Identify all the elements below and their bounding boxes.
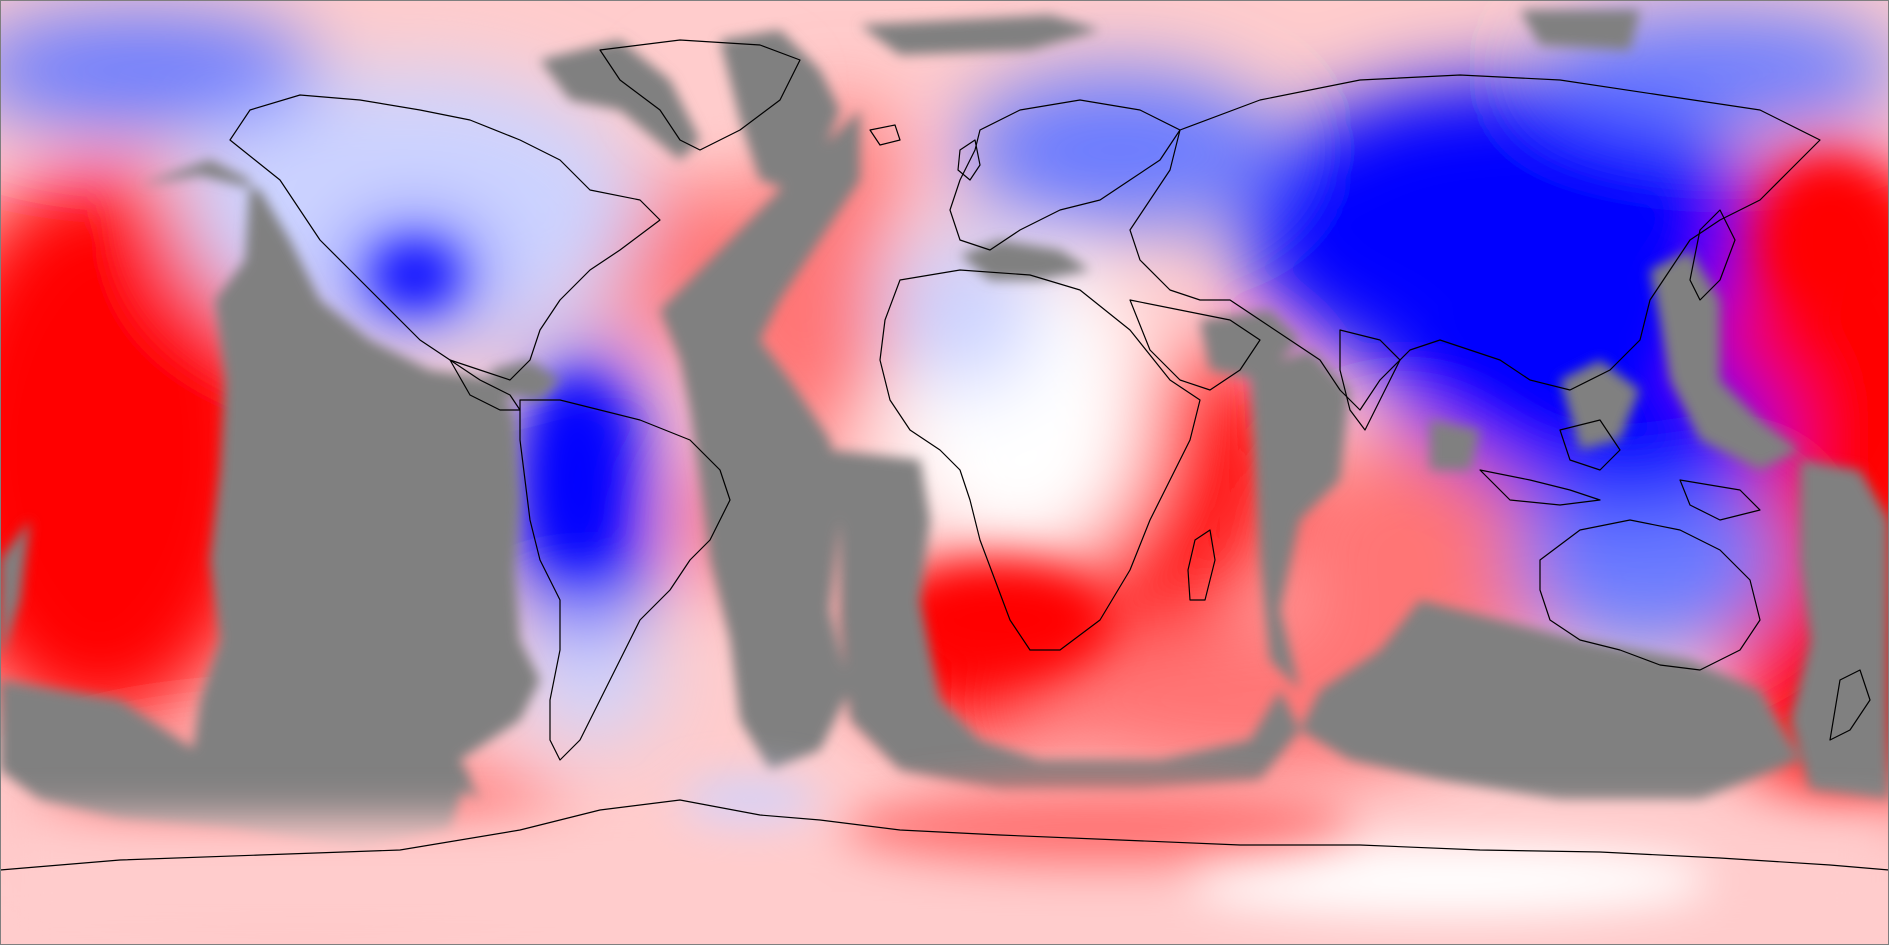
field-mozambique-positive xyxy=(1110,350,1290,590)
nodata-philippine-sea xyxy=(1430,420,1480,470)
coastline-europe xyxy=(949,99,1181,251)
coastline-north-america xyxy=(229,94,661,381)
nodata-baffin xyxy=(540,40,700,160)
nodata-west-pacific xyxy=(1650,250,1800,470)
coastline-africa xyxy=(879,269,1201,651)
antarctica-light-zone xyxy=(1190,845,1710,915)
coastline-madagascar xyxy=(1187,529,1216,601)
coastline-greenland xyxy=(599,39,801,151)
nodata-caribbean xyxy=(490,360,560,400)
field-pacific-east-positive xyxy=(0,170,280,730)
antarctic-band xyxy=(0,780,1889,945)
accent-andes-core xyxy=(540,380,610,560)
antarctica-cold-spot xyxy=(680,780,820,820)
nodata-arabian-sea xyxy=(1200,310,1300,380)
coastline-borneo xyxy=(1559,419,1621,471)
accent-kamchatka-red xyxy=(1760,160,1889,320)
field-europe-negative xyxy=(960,70,1280,230)
nodata-central-indian xyxy=(1300,600,1800,800)
antarctica-warm-sector xyxy=(840,790,1360,870)
coastline-japan xyxy=(1689,209,1736,301)
coastline-india xyxy=(1339,329,1401,431)
accent-us-core xyxy=(375,247,455,303)
nodata-far-east-south xyxy=(1790,460,1889,800)
nodata-south-atlantic xyxy=(830,450,1300,790)
nodata-west-pacific-strip xyxy=(0,520,30,660)
coastline-south-america xyxy=(519,399,731,761)
field-patagonia-negative xyxy=(520,620,660,740)
nodata-south-pacific xyxy=(0,680,470,850)
nodata-west-indian xyxy=(1250,350,1350,690)
nodata-south-china-sea xyxy=(1560,360,1640,450)
coastline-asia xyxy=(1129,74,1821,411)
coastline-british-isles xyxy=(957,139,981,181)
coastline-australia xyxy=(1539,519,1761,671)
nodata-arctic-right xyxy=(1520,10,1640,50)
nodata-mediterranean xyxy=(960,240,1090,280)
coastlines xyxy=(0,39,1889,871)
field-australia-negative xyxy=(1510,470,1790,650)
coastline-antarctica xyxy=(0,799,1889,871)
nodata-arctic-top xyxy=(860,15,1100,55)
nodata-mask xyxy=(0,10,1889,850)
coastline-new-zealand xyxy=(1829,669,1871,741)
coastline-arabia xyxy=(1129,299,1261,391)
field-arctic-canada-negative xyxy=(0,10,320,130)
coastline-indonesia xyxy=(1479,469,1601,506)
coastline-new-guinea xyxy=(1679,479,1761,521)
accent-china-core xyxy=(1450,200,1670,400)
coastline-iceland xyxy=(869,124,901,146)
nodata-atlantic-ridge xyxy=(660,110,860,770)
nodata-north-atlantic xyxy=(720,30,840,190)
nodata-east-pacific xyxy=(140,160,540,800)
